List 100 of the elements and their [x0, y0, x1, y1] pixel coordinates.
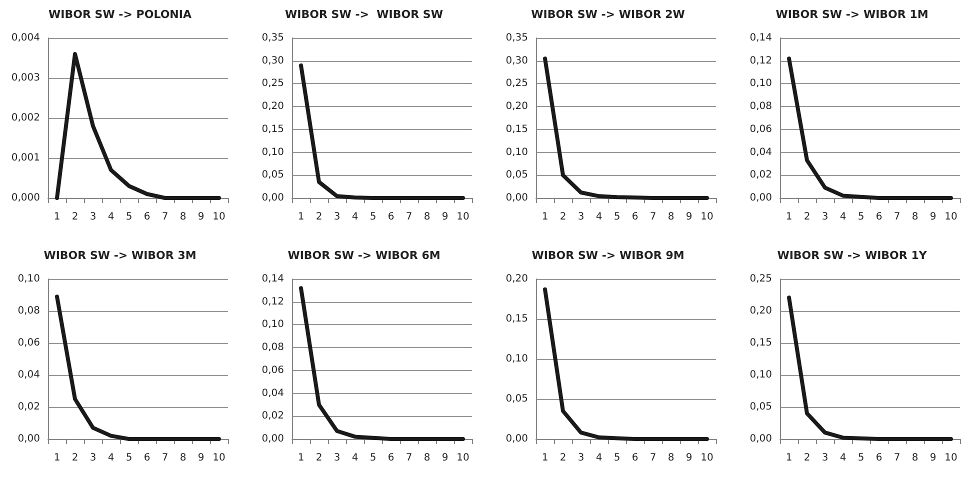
y-tick-label: 0,30 — [506, 55, 528, 66]
y-tick-label: 0,35 — [262, 32, 284, 44]
y-tick-label: 0,02 — [750, 170, 772, 181]
y-tick-label: 0,14 — [750, 32, 772, 44]
x-tick-label: 10 — [700, 212, 714, 222]
x-tick-label: 5 — [370, 212, 376, 222]
x-tick-label: 3 — [578, 452, 584, 464]
x-tick-label: 3 — [334, 212, 340, 222]
x-tick-label: 9 — [198, 452, 204, 464]
x-tick-label: 7 — [162, 212, 168, 222]
x-tick-label: 5 — [126, 212, 132, 222]
y-tick-label: 0,15 — [506, 124, 528, 135]
x-tick-label: 3 — [578, 212, 584, 222]
y-tick-label: 0,10 — [506, 146, 528, 158]
x-tick-label: 1 — [786, 212, 792, 222]
x-tick-label: 2 — [804, 212, 810, 222]
x-tick-label: 8 — [180, 212, 186, 222]
x-tick-label: 6 — [144, 452, 150, 464]
y-tick-label: 0,08 — [18, 306, 40, 316]
x-tick-label: 8 — [668, 452, 674, 464]
x-tick-label: 9 — [442, 452, 448, 464]
line-series — [787, 296, 953, 441]
x-tick-label: 6 — [632, 452, 638, 464]
y-tick-label: 0,06 — [18, 338, 40, 348]
x-tick-label: 10 — [456, 452, 470, 464]
y-tick-label: 0,04 — [18, 370, 40, 380]
y-tick-label: 0,20 — [506, 274, 528, 284]
y-tick-label: 0,00 — [750, 192, 772, 204]
y-tick-label: 0,001 — [11, 152, 40, 164]
chart-title: WIBOR SW -> POLONIA — [48, 8, 192, 21]
y-tick-label: 0,25 — [506, 78, 528, 90]
x-tick-label: 10 — [700, 452, 714, 464]
chart-title: WIBOR SW -> WIBOR 9M — [532, 249, 684, 262]
x-tick-label: 3 — [90, 452, 96, 464]
x-tick-label: 10 — [944, 452, 958, 464]
y-tick-label: 0,35 — [506, 32, 528, 44]
y-tick-label: 0,08 — [262, 342, 284, 354]
x-tick-label: 8 — [424, 452, 430, 464]
y-tick-label: 0,10 — [750, 78, 772, 90]
x-tick-label: 5 — [370, 452, 376, 464]
x-tick-label: 1 — [542, 212, 548, 222]
x-tick-label: 10 — [212, 452, 226, 464]
y-tick-label: 0,02 — [18, 402, 40, 412]
x-tick-label: 1 — [298, 452, 304, 464]
line-series — [543, 287, 709, 441]
x-tick-label: 9 — [198, 212, 204, 222]
x-tick-label: 7 — [406, 452, 412, 464]
y-tick-label: 0,003 — [11, 72, 40, 84]
x-tick-label: 7 — [650, 212, 656, 222]
y-tick-label: 0,10 — [506, 354, 528, 364]
x-tick-label: 7 — [406, 212, 412, 222]
x-tick-label: 3 — [822, 452, 828, 464]
x-tick-label: 10 — [456, 212, 470, 222]
y-tick-label: 0,14 — [262, 274, 284, 284]
x-tick-label: 1 — [54, 452, 60, 464]
x-tick-label: 10 — [212, 212, 226, 222]
y-tick-label: 0,05 — [262, 170, 284, 181]
y-tick-label: 0,04 — [262, 388, 284, 399]
x-tick-label: 6 — [144, 212, 150, 222]
x-tick-label: 5 — [126, 452, 132, 464]
y-tick-label: 0,20 — [506, 101, 528, 112]
y-tick-label: 0,12 — [262, 296, 284, 308]
x-tick-label: 4 — [108, 212, 114, 222]
y-tick-label: 0,00 — [262, 192, 284, 204]
x-tick-label: 8 — [668, 212, 674, 222]
x-tick-label: 3 — [90, 212, 96, 222]
x-tick-label: 6 — [388, 212, 394, 222]
x-tick-label: 7 — [894, 212, 900, 222]
y-tick-label: 0,04 — [750, 146, 772, 158]
y-tick-label: 0,00 — [506, 434, 528, 444]
line-series — [787, 56, 953, 200]
x-tick-label: 9 — [686, 452, 692, 464]
y-tick-label: 0,08 — [750, 101, 772, 112]
line-series — [299, 286, 465, 441]
x-tick-label: 1 — [542, 452, 548, 464]
x-tick-label: 9 — [442, 212, 448, 222]
chart-title: WIBOR SW -> WIBOR 6M — [288, 249, 440, 262]
chart-title: WIBOR SW -> WIBOR 1Y — [777, 249, 928, 262]
x-tick-label: 7 — [162, 452, 168, 464]
chart-title: WIBOR SW -> WIBOR 1M — [776, 8, 928, 21]
y-tick-label: 0,20 — [262, 101, 284, 112]
y-tick-label: 0,12 — [750, 55, 772, 66]
x-tick-label: 6 — [632, 212, 638, 222]
x-tick-label: 2 — [72, 212, 78, 222]
line-series — [543, 56, 709, 200]
y-tick-label: 0,10 — [262, 319, 284, 330]
y-tick-label: 0,06 — [262, 364, 284, 376]
y-tick-label: 0,25 — [750, 274, 772, 284]
chart-title: WIBOR SW -> WIBOR 3M — [44, 249, 196, 262]
x-tick-label: 4 — [596, 212, 602, 222]
x-tick-label: 8 — [912, 212, 918, 222]
x-tick-label: 1 — [298, 212, 304, 222]
y-tick-label: 0,15 — [506, 314, 528, 324]
x-tick-label: 2 — [560, 212, 566, 222]
x-tick-label: 1 — [54, 212, 60, 222]
x-tick-label: 2 — [316, 212, 322, 222]
x-tick-label: 6 — [388, 452, 394, 464]
x-tick-label: 9 — [930, 212, 936, 222]
y-tick-label: 0,004 — [11, 32, 40, 44]
y-tick-label: 0,002 — [11, 112, 40, 124]
